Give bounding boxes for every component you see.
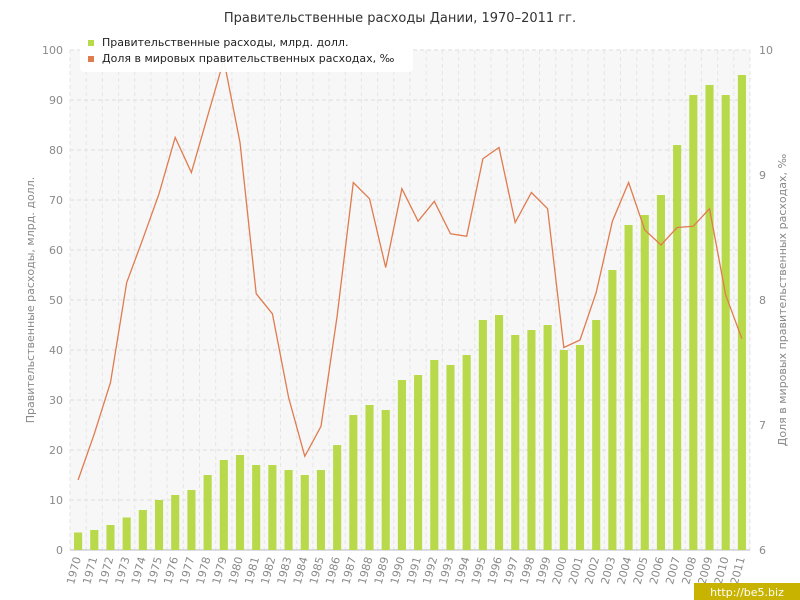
watermark-background — [694, 583, 800, 600]
line-path — [77, 59, 743, 481]
bar — [575, 345, 585, 550]
bar — [656, 195, 665, 550]
left-tick-label: 90 — [49, 94, 63, 107]
left-tick-label: 0 — [56, 544, 63, 557]
bar — [268, 465, 277, 550]
bar — [155, 500, 164, 550]
bar — [397, 380, 406, 550]
legend-box — [80, 32, 413, 72]
bar — [349, 415, 358, 550]
bar — [592, 320, 601, 550]
legend-bar-label: Правительственные расходы, млрд. долл. — [102, 36, 348, 49]
bar — [365, 405, 374, 550]
bar — [171, 495, 180, 550]
left-axis-ticks: 0 10 20 30 40 50 60 70 80 90 100 — [42, 44, 63, 557]
right-axis-label: Доля в мировых правительственных расхода… — [776, 154, 789, 447]
bar — [559, 350, 568, 550]
bar — [689, 95, 698, 550]
bar — [74, 532, 83, 550]
watermark[interactable]: http://be5.biz — [694, 583, 800, 600]
bar — [673, 145, 682, 550]
bar — [138, 510, 147, 550]
left-tick-label: 10 — [49, 494, 63, 507]
bar — [640, 215, 649, 550]
bar — [203, 475, 212, 550]
bar — [527, 330, 536, 550]
bar — [381, 410, 390, 550]
bar — [721, 95, 730, 550]
bar — [705, 85, 714, 550]
bar — [235, 455, 245, 550]
bar — [284, 470, 293, 550]
bar — [511, 335, 520, 550]
legend: Правительственные расходы, млрд. долл. Д… — [80, 32, 413, 72]
bar — [543, 325, 552, 550]
right-axis-ticks: 6 7 8 9 10 — [759, 44, 773, 557]
left-tick-label: 60 — [49, 244, 63, 257]
right-tick-label: 9 — [759, 169, 766, 182]
bar-series — [74, 75, 746, 550]
bar — [737, 75, 746, 550]
bar — [608, 270, 617, 550]
right-tick-label: 8 — [759, 294, 766, 307]
bar — [430, 360, 439, 550]
right-tick-label: 7 — [759, 419, 766, 432]
bar — [495, 315, 504, 550]
bar — [187, 490, 196, 550]
bar — [316, 470, 325, 550]
legend-line-swatch — [88, 56, 94, 62]
left-tick-label: 30 — [49, 394, 63, 407]
bar — [333, 445, 342, 550]
bar — [219, 460, 228, 550]
left-tick-label: 40 — [49, 344, 63, 357]
right-tick-label: 6 — [759, 544, 766, 557]
bar — [478, 320, 487, 550]
bar — [252, 465, 261, 550]
bar — [90, 530, 99, 550]
bar — [446, 365, 455, 550]
left-tick-label: 70 — [49, 194, 63, 207]
grid-lines — [69, 49, 751, 551]
left-tick-label: 20 — [49, 444, 63, 457]
bar — [624, 225, 633, 550]
legend-bar-swatch — [88, 40, 94, 46]
left-tick-label: 50 — [49, 294, 63, 307]
bar — [462, 355, 471, 550]
bar — [300, 475, 309, 550]
bar — [106, 525, 115, 550]
chart-title: Правительственные расходы Дании, 1970–20… — [224, 11, 576, 26]
left-axis-label: Правительственные расходы, млрд. долл. — [24, 177, 37, 423]
watermark-link[interactable]: http://be5.biz — [710, 586, 784, 599]
left-tick-label: 100 — [42, 44, 63, 57]
right-tick-label: 10 — [759, 44, 773, 57]
left-tick-label: 80 — [49, 144, 63, 157]
bar — [122, 517, 131, 550]
bar — [414, 375, 423, 550]
legend-line-label: Доля в мировых правительственных расхода… — [102, 52, 395, 65]
